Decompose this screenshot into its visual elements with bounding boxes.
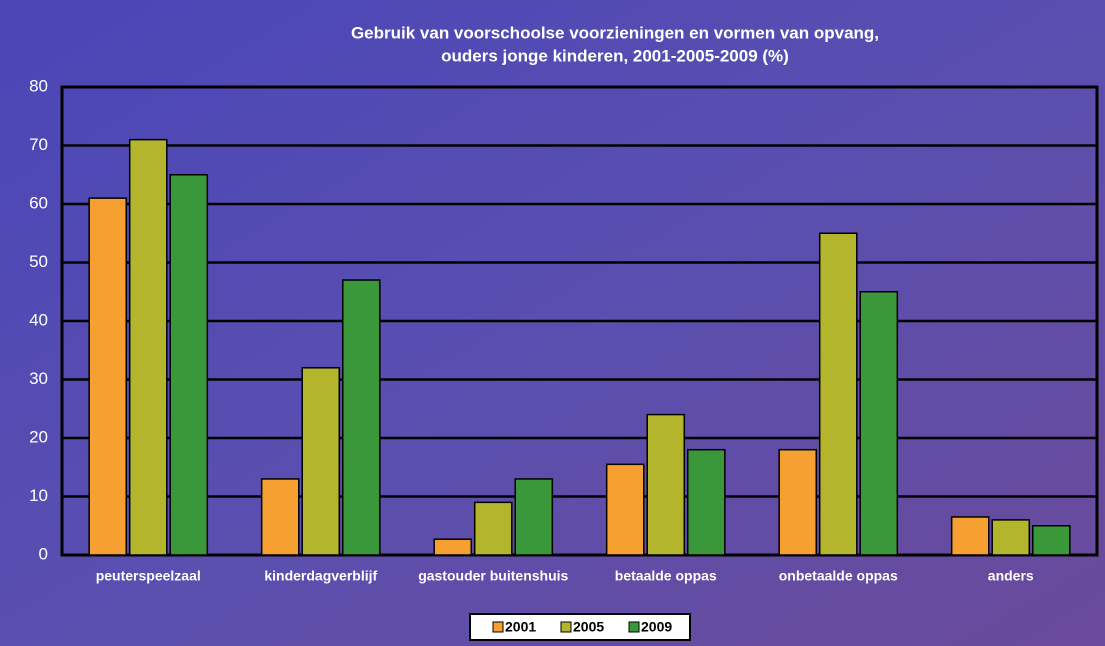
bar xyxy=(262,479,299,555)
bar xyxy=(434,539,471,555)
bar xyxy=(302,368,339,555)
bar xyxy=(647,415,684,555)
chart-title: Gebruik van voorschoolse voorzieningen e… xyxy=(351,23,879,42)
y-tick-label: 20 xyxy=(29,427,48,446)
bar xyxy=(952,517,989,555)
y-tick-label: 0 xyxy=(39,544,48,563)
y-tick-label: 10 xyxy=(29,486,48,505)
y-tick-label: 40 xyxy=(29,310,48,329)
chart-subtitle: ouders jonge kinderen, 2001-2005-2009 (%… xyxy=(441,46,789,65)
bar xyxy=(130,140,167,555)
legend-label: 2005 xyxy=(573,619,604,635)
bar xyxy=(688,450,725,555)
bar xyxy=(515,479,552,555)
bar xyxy=(170,175,207,555)
legend-swatch xyxy=(493,622,503,632)
y-tick-label: 30 xyxy=(29,369,48,388)
x-tick-label: betaalde oppas xyxy=(615,568,717,584)
legend-swatch xyxy=(629,622,639,632)
chart: Gebruik van voorschoolse voorzieningen e… xyxy=(0,0,1105,646)
x-tick-label: kinderdagverblijf xyxy=(264,568,377,584)
bar xyxy=(992,520,1029,555)
bar xyxy=(820,233,857,555)
y-tick-label: 60 xyxy=(29,193,48,212)
bar xyxy=(343,280,380,555)
bar xyxy=(779,450,816,555)
bar xyxy=(89,198,126,555)
bar xyxy=(607,464,644,555)
x-tick-label: gastouder buitenshuis xyxy=(418,568,568,584)
x-tick-label: onbetaalde oppas xyxy=(779,568,898,584)
x-tick-label: anders xyxy=(988,568,1034,584)
y-tick-label: 70 xyxy=(29,135,48,154)
bar xyxy=(1033,526,1070,555)
y-tick-label: 80 xyxy=(29,76,48,95)
legend-label: 2009 xyxy=(641,619,672,635)
y-tick-label: 50 xyxy=(29,252,48,271)
legend-swatch xyxy=(561,622,571,632)
legend-label: 2001 xyxy=(505,619,536,635)
bar xyxy=(475,502,512,555)
bar xyxy=(860,292,897,555)
x-tick-label: peuterspeelzaal xyxy=(96,568,201,584)
